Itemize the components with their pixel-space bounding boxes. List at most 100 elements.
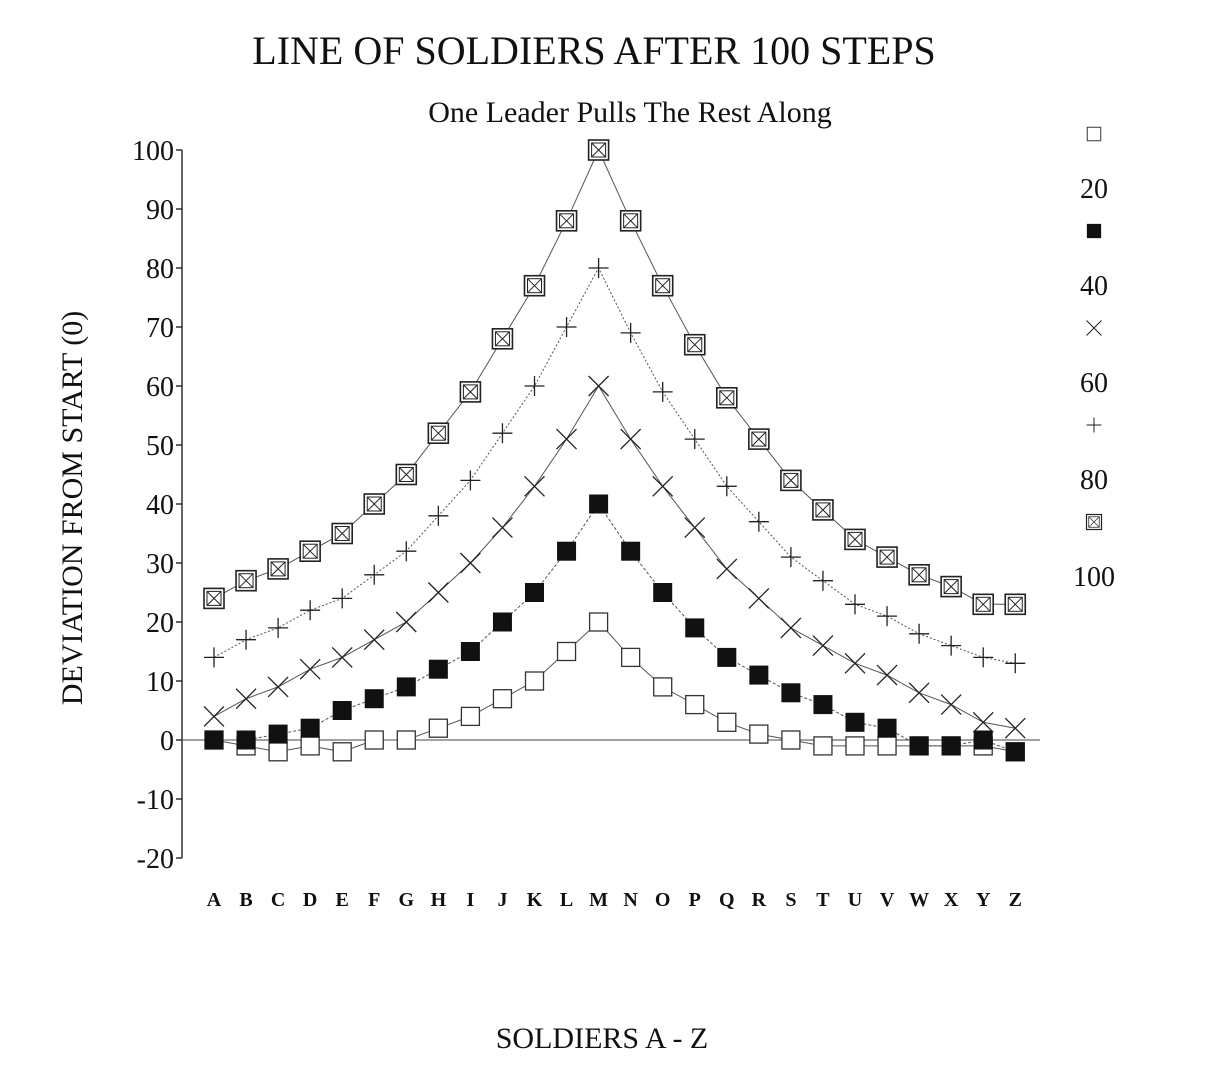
marker-shape bbox=[206, 591, 222, 606]
marker-shape bbox=[877, 736, 897, 756]
data-point-20-V bbox=[877, 736, 897, 756]
marker-shape bbox=[428, 718, 449, 738]
marker-shape bbox=[492, 689, 513, 709]
marker-shape bbox=[524, 475, 545, 497]
data-point-100-E bbox=[331, 522, 354, 545]
legend: 20 40 60 80 100 bbox=[1073, 126, 1115, 593]
data-point-20-S bbox=[781, 730, 801, 750]
marker-shape bbox=[238, 573, 254, 589]
x-tick-label: P bbox=[689, 889, 701, 911]
marker-shape bbox=[973, 647, 994, 668]
data-point-60-U bbox=[844, 652, 866, 674]
marker-shape bbox=[972, 711, 994, 733]
marker-shape bbox=[911, 567, 927, 583]
data-point-80-W bbox=[909, 623, 930, 644]
marker-shape bbox=[621, 541, 641, 561]
marker-shape bbox=[687, 337, 703, 353]
data-point-40-W bbox=[909, 736, 929, 756]
legend-label: 40 bbox=[1080, 271, 1108, 302]
marker-shape bbox=[428, 505, 449, 526]
marker-shape bbox=[300, 736, 320, 756]
data-point-100-D bbox=[299, 540, 321, 563]
data-point-60-N bbox=[620, 428, 642, 450]
data-point-40-I bbox=[460, 642, 480, 661]
marker-shape bbox=[941, 736, 961, 756]
data-point-20-H bbox=[428, 718, 449, 738]
y-tick-label: 20 bbox=[146, 608, 174, 639]
data-point-80-Z bbox=[1005, 653, 1026, 674]
series-line bbox=[214, 503, 1016, 753]
marker-shape bbox=[943, 579, 959, 594]
marker-shape bbox=[909, 736, 929, 756]
marker-shape bbox=[876, 664, 898, 686]
marker-shape bbox=[813, 695, 833, 715]
marker-shape bbox=[364, 689, 384, 709]
data-point-100-J bbox=[491, 327, 514, 350]
data-point-20-T bbox=[813, 736, 833, 756]
x-tick-label: J bbox=[497, 889, 507, 911]
marker-shape bbox=[1086, 126, 1102, 142]
marker-shape bbox=[267, 676, 289, 698]
legend-marker bbox=[1086, 417, 1102, 433]
marker-shape bbox=[780, 547, 801, 568]
marker-shape bbox=[366, 496, 382, 512]
data-point-60-S bbox=[780, 617, 802, 639]
y-tick-label: 30 bbox=[146, 549, 174, 580]
data-point-80-N bbox=[620, 322, 641, 343]
marker-shape bbox=[494, 331, 510, 347]
marker-shape bbox=[655, 278, 671, 294]
x-tick-label: Z bbox=[1009, 889, 1022, 911]
marker-shape bbox=[685, 694, 705, 715]
legend-label: 60 bbox=[1080, 368, 1108, 399]
data-point-100-O bbox=[651, 274, 674, 297]
marker-shape bbox=[302, 543, 318, 559]
marker-shape bbox=[525, 583, 544, 602]
marker-shape bbox=[623, 213, 639, 229]
y-tick-label: 40 bbox=[146, 490, 174, 521]
data-point-40-M bbox=[589, 494, 609, 514]
marker-shape bbox=[748, 511, 769, 532]
data-point-20-D bbox=[300, 736, 320, 756]
data-point-20-J bbox=[492, 689, 513, 709]
data-point-40-E bbox=[332, 701, 352, 720]
data-point-60-F bbox=[363, 629, 385, 651]
data-point-60-L bbox=[556, 428, 578, 450]
marker-shape bbox=[300, 600, 321, 621]
data-point-80-S bbox=[780, 547, 801, 568]
data-point-100-P bbox=[683, 333, 706, 356]
marker-shape bbox=[238, 573, 254, 589]
legend-marker bbox=[1085, 513, 1103, 531]
marker-shape bbox=[879, 549, 895, 565]
marker-shape bbox=[588, 612, 609, 632]
data-point-100-S bbox=[780, 469, 802, 492]
marker-shape bbox=[623, 213, 639, 229]
marker-shape bbox=[1086, 417, 1102, 433]
data-point-80-X bbox=[941, 635, 962, 656]
data-point-100-G bbox=[395, 463, 418, 486]
data-point-20-R bbox=[749, 724, 769, 744]
marker-shape bbox=[973, 730, 993, 750]
marker-shape bbox=[591, 142, 606, 158]
marker-shape bbox=[620, 428, 642, 450]
x-tick-label: T bbox=[816, 889, 830, 911]
marker-shape bbox=[396, 730, 416, 750]
data-point-100-W bbox=[908, 563, 930, 586]
marker-shape bbox=[270, 561, 286, 577]
y-tick-label: 0 bbox=[160, 726, 174, 757]
marker-shape bbox=[268, 742, 288, 762]
marker-shape bbox=[719, 390, 735, 406]
data-point-40-Y bbox=[973, 730, 993, 750]
data-point-80-G bbox=[396, 541, 417, 562]
marker-shape bbox=[300, 718, 320, 738]
marker-shape bbox=[653, 583, 673, 602]
marker-shape bbox=[427, 582, 449, 603]
marker-shape bbox=[268, 724, 288, 744]
marker-shape bbox=[460, 642, 480, 661]
legend-item-80: 80 bbox=[1080, 417, 1108, 496]
legend-item-60: 60 bbox=[1080, 320, 1108, 399]
legend-label: 80 bbox=[1080, 465, 1108, 496]
marker-shape bbox=[559, 213, 574, 229]
data-point-100-Q bbox=[715, 386, 738, 409]
